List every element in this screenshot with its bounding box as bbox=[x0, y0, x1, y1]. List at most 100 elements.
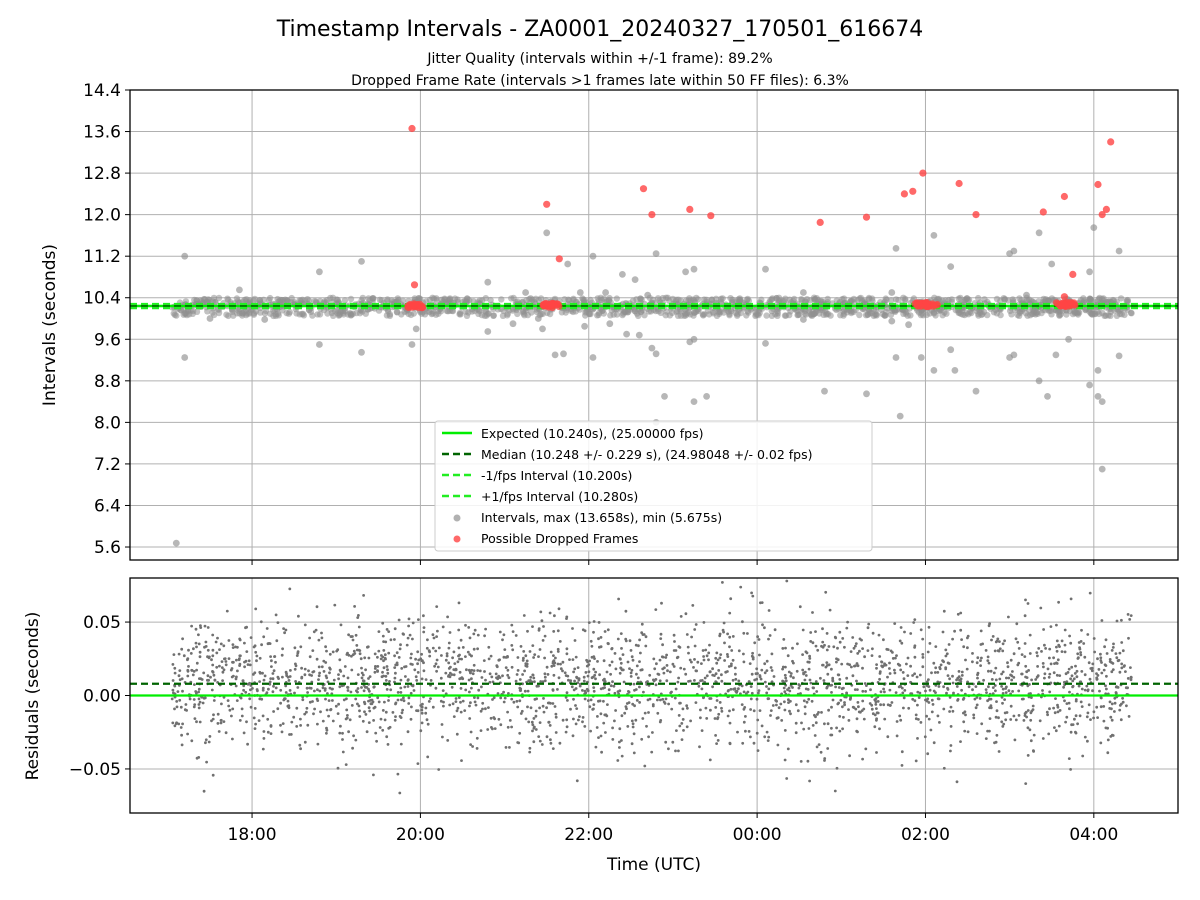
residual-point bbox=[996, 637, 1000, 641]
interval-point bbox=[865, 294, 873, 302]
residual-point bbox=[510, 725, 513, 729]
residual-point bbox=[528, 750, 532, 754]
residual-point bbox=[651, 731, 654, 734]
residual-point bbox=[927, 717, 931, 721]
residual-point bbox=[471, 672, 475, 676]
residual-point bbox=[185, 709, 189, 712]
residual-point bbox=[592, 707, 595, 711]
residual-point bbox=[265, 627, 269, 630]
residual-point bbox=[1065, 715, 1069, 719]
residual-point bbox=[403, 665, 406, 669]
residual-point bbox=[852, 646, 856, 650]
residuals-y-tick-label: −0.05 bbox=[69, 760, 121, 780]
residual-point bbox=[783, 690, 787, 694]
residual-point bbox=[718, 656, 722, 660]
interval-point bbox=[349, 310, 356, 317]
residual-point bbox=[331, 719, 335, 723]
residual-point bbox=[765, 730, 769, 734]
residual-point bbox=[572, 670, 575, 674]
residual-point bbox=[543, 679, 547, 683]
interval-outlier-point bbox=[534, 315, 542, 322]
interval-point bbox=[1117, 295, 1125, 302]
residual-point bbox=[554, 712, 558, 716]
residual-point bbox=[442, 700, 445, 704]
residual-point bbox=[1055, 662, 1059, 665]
residual-point bbox=[357, 704, 361, 708]
interval-outlier-point bbox=[1094, 367, 1102, 374]
residual-point bbox=[789, 674, 793, 678]
residual-point bbox=[339, 724, 342, 728]
residual-point bbox=[286, 704, 290, 708]
residual-point bbox=[900, 641, 904, 645]
residual-point bbox=[306, 723, 310, 727]
residual-point bbox=[1076, 652, 1080, 656]
residual-point bbox=[1030, 678, 1033, 682]
residual-point bbox=[510, 665, 514, 669]
residual-point bbox=[677, 645, 681, 648]
residual-point bbox=[1032, 733, 1036, 737]
residual-point bbox=[352, 649, 356, 653]
residual-point bbox=[1079, 651, 1082, 654]
residual-point bbox=[460, 657, 463, 661]
residual-point bbox=[913, 618, 917, 621]
residual-point bbox=[693, 628, 697, 631]
residual-point bbox=[393, 718, 397, 722]
residual-point bbox=[537, 628, 541, 632]
residual-point bbox=[897, 663, 901, 667]
residual-point bbox=[645, 724, 648, 728]
interval-outlier-point bbox=[484, 328, 492, 335]
residual-point bbox=[537, 735, 541, 738]
interval-point bbox=[973, 307, 980, 315]
residual-point bbox=[171, 663, 175, 666]
residual-point bbox=[577, 718, 580, 722]
interval-outlier-point bbox=[652, 350, 660, 358]
residual-point bbox=[240, 707, 244, 711]
residual-point bbox=[600, 750, 603, 754]
interval-outlier-point bbox=[652, 250, 660, 257]
residual-point bbox=[1000, 720, 1004, 724]
residual-point bbox=[346, 686, 350, 689]
residual-point bbox=[843, 703, 846, 707]
residual-point bbox=[769, 709, 773, 712]
residual-point bbox=[344, 763, 348, 766]
interval-outlier-point bbox=[543, 229, 551, 237]
residual-point bbox=[717, 712, 721, 716]
residual-point bbox=[616, 637, 620, 641]
residual-point bbox=[179, 726, 183, 729]
residual-point bbox=[231, 707, 235, 711]
residual-point bbox=[838, 640, 842, 644]
residual-point bbox=[644, 635, 648, 639]
residual-point bbox=[632, 751, 636, 755]
residual-point bbox=[716, 717, 719, 721]
residual-point bbox=[756, 635, 759, 639]
residual-point bbox=[583, 725, 587, 728]
dropped-frame-point bbox=[900, 190, 909, 198]
interval-point bbox=[274, 295, 281, 303]
residual-point bbox=[695, 669, 698, 673]
residual-point bbox=[672, 665, 676, 668]
residual-point bbox=[641, 717, 645, 720]
residual-point bbox=[489, 654, 493, 658]
residual-point bbox=[807, 697, 811, 701]
residual-point bbox=[664, 740, 668, 744]
residual-point bbox=[599, 712, 603, 716]
interval-point bbox=[456, 311, 463, 318]
residual-point bbox=[482, 659, 486, 662]
legend-dropped-swatch bbox=[453, 535, 461, 543]
residual-point bbox=[804, 674, 808, 677]
residual-point bbox=[565, 725, 569, 729]
residual-point bbox=[832, 645, 836, 649]
interval-point bbox=[791, 295, 798, 303]
residual-point bbox=[426, 755, 430, 759]
residual-point bbox=[752, 741, 756, 745]
residual-point bbox=[547, 720, 551, 724]
residual-point bbox=[589, 698, 593, 702]
interval-outlier-point bbox=[821, 387, 828, 395]
residual-point bbox=[891, 657, 895, 660]
residual-point bbox=[198, 700, 202, 704]
intervals-y-ticks: 5.66.47.28.08.89.610.411.212.012.813.614… bbox=[83, 81, 130, 558]
residual-point bbox=[356, 616, 360, 619]
residual-point bbox=[295, 706, 299, 710]
residual-point bbox=[1043, 643, 1046, 647]
residual-point bbox=[618, 671, 622, 675]
